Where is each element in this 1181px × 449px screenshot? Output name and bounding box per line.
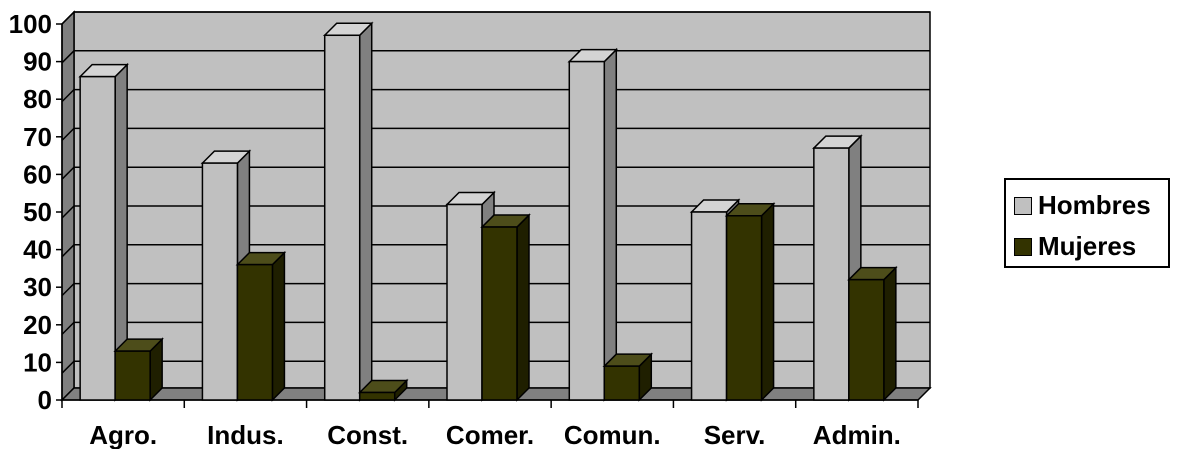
legend-label-mujeres: Mujeres	[1038, 231, 1137, 261]
legend-item-mujeres: Mujeres	[1014, 231, 1136, 262]
y-tick-label: 0	[38, 385, 52, 415]
y-tick-label: 80	[23, 84, 52, 114]
legend-item-hombres: Hombres	[1014, 190, 1151, 221]
x-tick-label: Admin.	[813, 420, 901, 449]
legend-swatch-hombres	[1014, 196, 1032, 215]
gridline	[61, 50, 930, 64]
bar-hombres-comun	[567, 47, 619, 402]
legend: Hombres Mujeres	[1004, 178, 1170, 268]
bar-front	[114, 350, 151, 401]
bar-front	[481, 226, 518, 401]
bar-front	[201, 162, 239, 401]
bar-front	[568, 60, 606, 401]
bar-side	[271, 250, 286, 402]
y-tick-label: 60	[23, 159, 52, 189]
gridline	[61, 282, 930, 297]
bar-hombres-agro	[78, 62, 129, 402]
y-tick-label: 20	[23, 310, 52, 340]
bar-side	[760, 201, 775, 402]
gridline	[61, 244, 930, 258]
bar-mujeres-serv	[724, 201, 776, 402]
y-tick-label: 10	[23, 347, 52, 377]
gridline	[61, 127, 930, 141]
bar-front	[79, 75, 116, 401]
bar-side	[603, 47, 618, 402]
gridline	[61, 166, 930, 180]
bar-mujeres-comer	[480, 213, 531, 402]
gridline	[61, 321, 930, 335]
gridline	[61, 205, 930, 219]
x-tick-label: Comer.	[446, 420, 534, 449]
bar-front	[323, 34, 361, 401]
y-tick-label: 30	[23, 272, 52, 302]
bar-side	[516, 213, 530, 402]
bar-front	[690, 211, 728, 401]
legend-label-hombres: Hombres	[1038, 190, 1151, 220]
x-tick-label: Indus.	[207, 420, 284, 449]
bar-side	[883, 265, 897, 402]
bar-mujeres-agro	[113, 337, 164, 402]
bar-front	[813, 147, 850, 401]
bar-mujeres-comun	[602, 352, 654, 402]
x-tick-label: Serv.	[704, 420, 766, 449]
x-tick-label: Comun.	[564, 420, 661, 449]
bar-front	[446, 203, 483, 401]
bar-mujeres-admin	[847, 265, 898, 402]
y-tick-label: 40	[23, 235, 52, 265]
x-tick-label: Const.	[327, 420, 408, 449]
y-tick-label: 50	[23, 197, 52, 227]
x-tick-label: Agro.	[89, 420, 157, 449]
y-tick-label: 100	[9, 9, 52, 39]
plot-side-wall	[61, 10, 75, 402]
bar-front	[725, 215, 763, 401]
bar-front	[236, 263, 274, 401]
bar-hombres-const	[322, 21, 374, 402]
bar-side	[358, 21, 373, 402]
bar-mujeres-const	[357, 378, 409, 402]
gridline	[61, 11, 930, 25]
bar-front	[603, 365, 641, 401]
gridline	[61, 88, 930, 103]
bar-front	[358, 391, 396, 401]
bar-mujeres-indus	[235, 250, 287, 402]
legend-swatch-mujeres	[1014, 237, 1032, 256]
y-tick-label: 70	[23, 122, 52, 152]
y-tick-label: 90	[23, 47, 52, 77]
bar-front	[848, 278, 885, 401]
